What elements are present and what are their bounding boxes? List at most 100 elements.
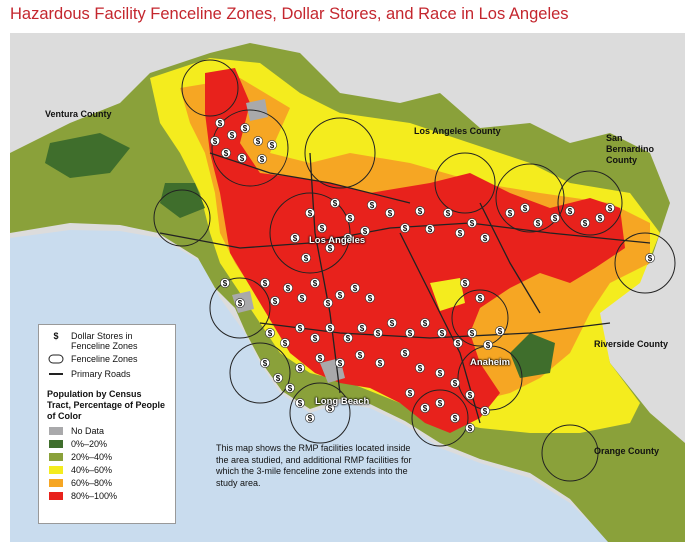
dollar-store-marker	[480, 406, 490, 416]
dollar-store-symbol: $	[568, 207, 573, 216]
dollar-store-symbol: $	[308, 209, 313, 218]
dollar-store-marker	[605, 203, 615, 213]
dollar-store-marker	[467, 218, 477, 228]
dollar-store-symbol: $	[428, 225, 433, 234]
dollar-store-symbol: $	[320, 224, 325, 233]
dollar-store-symbol: $	[388, 209, 393, 218]
dollar-store-marker	[315, 353, 325, 363]
dollar-store-marker	[260, 278, 270, 288]
map-area[interactable]: $ $ $ $ $ $ $ $ $ $ $ $ $ $ $ $ $ $ $ $ $ $ $ $ $ $ $ $ $ $ $ $ $ $ $ $ $ $ $ $…	[10, 33, 685, 542]
dollar-store-symbol: $	[213, 137, 218, 146]
dollar-store-symbol: $	[353, 284, 358, 293]
dollar-store-symbol: $	[470, 329, 475, 338]
dollar-store-symbol: $	[483, 234, 488, 243]
dollar-store-marker	[595, 213, 605, 223]
dollar-store-symbol: $	[263, 359, 268, 368]
dollar-store-symbol: $	[553, 214, 558, 223]
dollar-store-marker	[335, 358, 345, 368]
legend-swatch	[49, 453, 63, 461]
dollar-store-marker	[350, 283, 360, 293]
dollar-store-symbol: $	[276, 374, 281, 383]
dollar-store-symbol: $	[418, 207, 423, 216]
dollar-store-symbol: $	[453, 414, 458, 423]
legend-class-row: 20%–40%	[47, 452, 167, 462]
dollar-store-marker	[565, 206, 575, 216]
legend-fenceline-label: Fenceline Zones	[71, 354, 138, 364]
dollar-store-marker	[267, 140, 277, 150]
dollar-store-marker	[465, 423, 475, 433]
dollar-store-marker	[297, 293, 307, 303]
dollar-store-marker	[295, 323, 305, 333]
legend-dollar-stores-label: Dollar Stores in Fenceline Zones	[71, 331, 138, 351]
dollar-store-marker	[455, 228, 465, 238]
dollar-store-symbol: $	[308, 414, 313, 423]
primary-road-icon	[47, 369, 65, 381]
dollar-store-marker	[273, 373, 283, 383]
dollar-store-symbol: $	[286, 284, 291, 293]
dollar-store-marker	[435, 398, 445, 408]
dollar-store-symbol: $	[298, 399, 303, 408]
legend-population-title: Population by Census Tract, Percentage o…	[47, 389, 166, 421]
map-legend: $ Dollar Stores in Fenceline Zones Fence…	[38, 324, 176, 524]
dollar-store-symbol: $	[446, 209, 451, 218]
dollar-store-marker	[425, 224, 435, 234]
dollar-store-marker	[310, 278, 320, 288]
dollar-store-symbol: $	[408, 389, 413, 398]
dollar-store-marker	[375, 358, 385, 368]
dollar-store-marker	[505, 208, 515, 218]
dollar-store-marker	[453, 338, 463, 348]
dollar-store-symbol: $	[293, 234, 298, 243]
legend-class-row: 40%–60%	[47, 465, 167, 475]
dollar-store-symbol: $	[470, 219, 475, 228]
dollar-store-symbol: $	[403, 349, 408, 358]
dollar-store-symbol: $	[328, 324, 333, 333]
dollar-store-marker	[467, 328, 477, 338]
dollar-store-symbol: $	[223, 279, 228, 288]
dollar-store-marker	[260, 358, 270, 368]
dollar-store-symbol: $	[283, 339, 288, 348]
dollar-store-marker	[345, 213, 355, 223]
dollar-store-marker	[450, 413, 460, 423]
dollar-store-symbol: $	[508, 209, 513, 218]
dollar-store-marker	[460, 278, 470, 288]
dollar-store-marker	[237, 153, 247, 163]
dollar-store-symbol: $	[318, 354, 323, 363]
dollar-store-symbol: $	[390, 319, 395, 328]
dollar-store-symbol: $	[498, 327, 503, 336]
dollar-store-marker	[400, 348, 410, 358]
dollar-store-marker	[283, 283, 293, 293]
legend-class-label: No Data	[71, 426, 105, 436]
dollar-store-symbol: $	[256, 137, 261, 146]
dollar-store-marker	[385, 208, 395, 218]
dollar-store-marker	[210, 136, 220, 146]
dollar-store-marker	[265, 328, 275, 338]
dollar-store-marker	[317, 223, 327, 233]
dollar-store-symbol: $	[270, 141, 275, 150]
dollar-store-symbol: $	[263, 279, 268, 288]
dollar-store-marker	[420, 318, 430, 328]
dollar-store-symbol: $	[523, 204, 528, 213]
dollar-store-marker	[405, 328, 415, 338]
dollar-store-marker	[435, 368, 445, 378]
dollar-store-symbol: $	[260, 155, 265, 164]
dollar-store-marker	[645, 253, 655, 263]
legend-swatch	[49, 427, 63, 435]
dollar-store-marker	[310, 333, 320, 343]
label-los-angeles: Los Angeles	[309, 235, 366, 246]
dollar-store-symbol: $	[440, 329, 445, 338]
dollar-store-marker	[355, 350, 365, 360]
label-anaheim: Anaheim	[470, 357, 511, 368]
label-san-bernardino-county: San Bernardino County	[606, 133, 655, 165]
dollar-store-marker	[437, 328, 447, 338]
dollar-store-marker	[387, 318, 397, 328]
dollar-store-symbol: $	[423, 404, 428, 413]
dollar-store-symbol: $	[328, 244, 333, 253]
dollar-store-symbol: $	[298, 364, 303, 373]
dollar-store-symbol: $	[273, 297, 278, 306]
label-riverside-county: Riverside County	[594, 339, 669, 349]
dollar-store-symbol: $	[370, 201, 375, 210]
dollar-store-marker	[520, 203, 530, 213]
dollar-store-marker	[495, 326, 505, 336]
dollar-store-marker	[533, 218, 543, 228]
dollar-store-symbol: $	[608, 204, 613, 213]
